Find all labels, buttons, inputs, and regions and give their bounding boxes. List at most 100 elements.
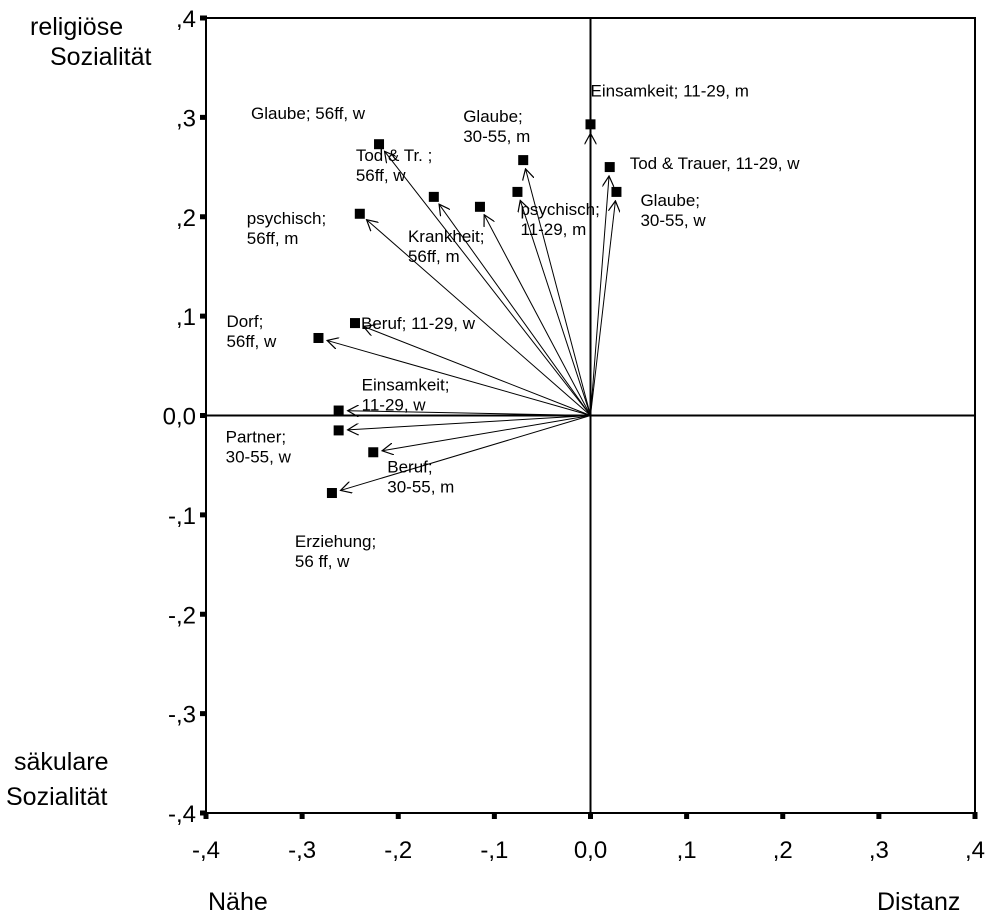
point-label-line: 30-55, w [640, 211, 706, 230]
vector-arrow [590, 201, 616, 416]
point-label-line: 56 ff, w [295, 552, 350, 571]
x-tick [780, 812, 786, 819]
x-tick-label: 0,0 [574, 837, 607, 864]
y-bottom-label-line-1: säkulare [14, 748, 109, 776]
data-point [374, 139, 385, 150]
y-tick-label: ,3 [176, 105, 196, 132]
x-tick [684, 812, 690, 819]
vector-arrow [526, 169, 591, 416]
point-label: Dorf; 56ff, w [226, 312, 276, 351]
vector-arrow [439, 204, 591, 416]
y-top-label-line-2: Sozialität [50, 43, 151, 71]
x-left-label: Nähe [208, 888, 268, 916]
vector-arrow [327, 340, 591, 416]
y-bottom-label-line-2: Sozialität [6, 783, 107, 811]
x-right-label: Distanz [877, 888, 960, 916]
data-point [428, 191, 439, 202]
vector-arrow [367, 220, 591, 416]
vector-arrow [484, 215, 591, 416]
data-point [349, 318, 360, 329]
point-label-line: Glaube; 56ff, w [251, 104, 366, 123]
vector-arrow [520, 200, 591, 416]
axis-captions: religiöse Sozialität säkulare Sozialität… [6, 13, 960, 916]
x-tick-label: ,1 [677, 837, 697, 864]
point-labels: Einsamkeit; 11-29, m Tod & Trauer, 11-29,… [226, 81, 801, 571]
point-label: Partner; 30-55, w [226, 427, 292, 466]
tick-labels: -,4 -,3 -,2 -,1 0,0 ,1 ,2 ,3 ,4 -,4 -,3 -,2 -,1 0,0 ,1… [163, 6, 985, 864]
point-label-line: 56ff, w [226, 332, 276, 351]
point-label-line: Tod & Trauer, 11-29, w [630, 154, 800, 173]
point-label-line: Tod & Tr. ; [356, 146, 433, 165]
point-label-line: Beruf; 11-29, w [361, 314, 476, 333]
y-tick-label: ,1 [176, 304, 196, 331]
data-point [313, 332, 324, 343]
x-tick-label: -,1 [480, 837, 508, 864]
vector-arrow [590, 176, 610, 416]
x-tick [588, 812, 593, 819]
x-tick-label: -,3 [288, 837, 316, 864]
data-point [354, 208, 365, 219]
x-tick [972, 812, 978, 819]
point-label-line: psychisch; [520, 200, 599, 219]
data-point [585, 119, 596, 130]
point-label: psychisch; 11-29, m [520, 200, 599, 239]
point-label-line: Beruf; [387, 457, 432, 476]
vector-arrow [382, 415, 591, 451]
point-label: Einsamkeit; 11-29, w [362, 376, 450, 415]
point-label-line: 30-55, w [226, 447, 292, 466]
point-label-line: 30-55, m [387, 477, 454, 496]
data-points [313, 119, 622, 499]
point-label-line: Dorf; [226, 312, 263, 331]
x-tick [491, 812, 497, 819]
x-tick-label: -,2 [384, 837, 412, 864]
data-point [611, 186, 622, 197]
x-tick [876, 812, 882, 819]
vector-arrow [348, 411, 591, 416]
y-tick [200, 313, 207, 319]
point-label-line: 11-29, m [520, 220, 586, 239]
y-tick-label: -,3 [168, 702, 196, 729]
data-point [518, 155, 529, 166]
point-label: psychisch; 56ff, m [247, 209, 326, 248]
vector-arrow [363, 326, 591, 416]
data-point [333, 425, 344, 436]
y-tick [200, 711, 207, 717]
point-label-line: Einsamkeit; [362, 376, 450, 395]
data-point [604, 162, 615, 173]
vector-arrow [341, 415, 591, 491]
y-top-label-line-1: religiöse [30, 13, 123, 41]
x-tick [395, 812, 401, 819]
point-label: Tod & Trauer, 11-29, w [630, 154, 800, 173]
vector-arrow [385, 151, 591, 416]
y-tick-label: 0,0 [163, 404, 196, 431]
data-point [512, 186, 523, 197]
y-tick-label: -,2 [168, 602, 196, 629]
data-point [326, 488, 337, 499]
point-label: Tod & Tr. ; 56ff, w [356, 146, 433, 185]
point-label-line: 11-29, w [362, 396, 427, 415]
point-label-line: 56ff, m [247, 229, 299, 248]
data-point [333, 405, 344, 416]
point-label: Einsamkeit; 11-29, m [591, 81, 749, 100]
point-label: Beruf; 30-55, m [387, 457, 454, 496]
point-label-line: 30-55, m [463, 127, 530, 146]
point-label-line: 56ff, w [356, 166, 406, 185]
y-tick [200, 611, 207, 617]
y-tick-label: ,4 [176, 6, 196, 33]
y-tick-label: -,4 [168, 801, 196, 828]
x-tick-label: ,4 [965, 837, 985, 864]
x-tick-label: -,4 [192, 837, 220, 864]
point-label-line: Erziehung; [295, 532, 376, 551]
point-label: Glaube; 30-55, m [463, 107, 530, 146]
y-tick [200, 810, 207, 816]
axis-ticks [200, 15, 978, 819]
point-label: Krankheit; 56ff, m [408, 227, 485, 266]
x-tick-label: ,2 [773, 837, 793, 864]
point-label: Beruf; 11-29, w [361, 314, 476, 333]
y-tick [200, 214, 207, 220]
y-tick-label: -,1 [168, 503, 196, 530]
x-tick-label: ,3 [869, 837, 889, 864]
vector-arrow [348, 415, 591, 430]
y-tick [200, 512, 207, 518]
